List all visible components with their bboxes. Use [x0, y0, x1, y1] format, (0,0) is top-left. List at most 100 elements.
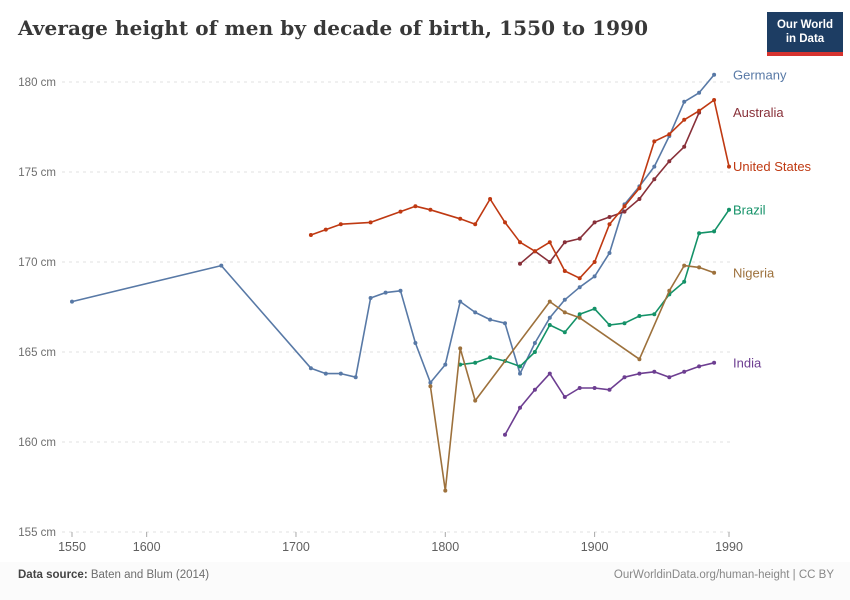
point-germany-1890[interactable]	[577, 285, 582, 290]
point-australia-1900[interactable]	[592, 220, 597, 225]
point-brazil-1830[interactable]	[488, 355, 493, 360]
point-brazil-1860[interactable]	[532, 350, 537, 354]
line-germany[interactable]	[71, 74, 715, 384]
series-label-brazil[interactable]: Brazil	[733, 202, 766, 217]
point-brazil-1990[interactable]	[727, 207, 731, 212]
point-india-1950[interactable]	[667, 375, 672, 380]
point-united-states-1730[interactable]	[338, 222, 343, 227]
point-germany-1910[interactable]	[607, 251, 612, 255]
point-germany-1860[interactable]	[532, 341, 537, 345]
point-brazil-1960[interactable]	[682, 279, 687, 284]
point-india-1960[interactable]	[682, 369, 687, 374]
point-united-states-1890[interactable]	[577, 276, 582, 281]
point-nigeria-1950[interactable]	[667, 288, 672, 293]
point-australia-1930[interactable]	[637, 197, 642, 201]
point-germany-1900[interactable]	[592, 274, 597, 279]
point-united-states-1860[interactable]	[532, 249, 537, 254]
point-germany-1820[interactable]	[473, 310, 478, 315]
point-brazil-1970[interactable]	[697, 231, 702, 236]
point-germany-1780[interactable]	[413, 341, 418, 345]
point-brazil-1880[interactable]	[562, 330, 567, 335]
point-brazil-1920[interactable]	[622, 321, 627, 326]
point-germany-1710[interactable]	[308, 366, 313, 371]
point-india-1850[interactable]	[518, 405, 522, 410]
point-india-1880[interactable]	[562, 395, 567, 399]
point-united-states-1950[interactable]	[667, 132, 672, 137]
point-india-1890[interactable]	[577, 386, 582, 390]
point-australia-1870[interactable]	[547, 260, 552, 264]
point-germany-1800[interactable]	[443, 362, 448, 367]
point-united-states-1870[interactable]	[547, 240, 552, 245]
point-brazil-1890[interactable]	[577, 312, 582, 317]
point-nigeria-1960[interactable]	[682, 263, 687, 268]
point-india-1870[interactable]	[547, 371, 552, 376]
point-india-1940[interactable]	[652, 369, 657, 374]
point-united-states-1780[interactable]	[413, 204, 418, 209]
point-brazil-1900[interactable]	[592, 306, 597, 311]
point-brazil-1870[interactable]	[547, 323, 552, 327]
line-india[interactable]	[504, 362, 715, 436]
point-brazil-1930[interactable]	[637, 314, 642, 318]
point-united-states-1820[interactable]	[473, 222, 478, 227]
point-germany-1870[interactable]	[547, 315, 552, 320]
line-australia[interactable]	[519, 112, 700, 265]
point-india-1980[interactable]	[712, 360, 717, 365]
point-united-states-1770[interactable]	[398, 209, 403, 214]
point-australia-1920[interactable]	[622, 209, 627, 214]
point-united-states-1930[interactable]	[637, 186, 642, 191]
point-nigeria-1870[interactable]	[547, 299, 552, 304]
point-nigeria-1820[interactable]	[473, 398, 478, 403]
point-germany-1720[interactable]	[323, 371, 328, 376]
point-united-states-1840[interactable]	[503, 220, 507, 225]
point-india-1970[interactable]	[697, 364, 702, 369]
point-germany-1730[interactable]	[338, 371, 343, 376]
point-united-states-1940[interactable]	[652, 139, 657, 144]
point-united-states-1750[interactable]	[368, 220, 373, 225]
point-germany-1550[interactable]	[70, 299, 74, 304]
point-germany-1830[interactable]	[488, 317, 493, 322]
point-australia-1850[interactable]	[518, 261, 522, 266]
point-india-1840[interactable]	[503, 432, 507, 437]
point-united-states-1990[interactable]	[727, 164, 731, 169]
point-nigeria-1970[interactable]	[697, 265, 702, 270]
point-germany-1850[interactable]	[518, 371, 522, 376]
point-nigeria-1880[interactable]	[562, 310, 567, 315]
point-united-states-1910[interactable]	[607, 222, 612, 227]
series-label-australia[interactable]: Australia	[733, 105, 784, 120]
point-india-1920[interactable]	[622, 375, 627, 380]
point-united-states-1720[interactable]	[323, 227, 328, 232]
point-nigeria-1980[interactable]	[712, 270, 717, 275]
point-germany-1740[interactable]	[353, 375, 358, 380]
point-germany-1750[interactable]	[368, 296, 373, 300]
point-india-1900[interactable]	[592, 386, 597, 390]
point-germany-1840[interactable]	[503, 321, 507, 326]
line-brazil[interactable]	[460, 209, 730, 368]
point-germany-1960[interactable]	[682, 99, 687, 104]
point-brazil-1850[interactable]	[518, 364, 522, 369]
point-germany-1880[interactable]	[562, 297, 567, 302]
point-united-states-1830[interactable]	[488, 197, 493, 201]
point-united-states-1850[interactable]	[518, 240, 522, 245]
point-brazil-1910[interactable]	[607, 323, 612, 327]
point-nigeria-1800[interactable]	[443, 488, 448, 493]
point-united-states-1810[interactable]	[458, 216, 463, 221]
point-brazil-1940[interactable]	[652, 312, 657, 317]
point-nigeria-1890[interactable]	[577, 315, 582, 320]
point-germany-1760[interactable]	[383, 290, 388, 295]
point-germany-1650[interactable]	[219, 263, 224, 268]
point-australia-1890[interactable]	[577, 236, 582, 241]
point-germany-1790[interactable]	[428, 380, 433, 385]
point-australia-1910[interactable]	[607, 215, 612, 219]
point-germany-1970[interactable]	[697, 90, 702, 95]
point-australia-1940[interactable]	[652, 177, 657, 182]
point-united-states-1880[interactable]	[562, 269, 567, 273]
point-united-states-1970[interactable]	[697, 108, 702, 113]
point-united-states-1980[interactable]	[712, 98, 717, 102]
point-india-1860[interactable]	[532, 387, 537, 392]
point-germany-1940[interactable]	[652, 164, 657, 169]
point-australia-1960[interactable]	[682, 144, 687, 149]
point-brazil-1820[interactable]	[473, 360, 478, 365]
license-link[interactable]: OurWorldinData.org/human-height | CC BY	[613, 569, 834, 581]
series-label-nigeria[interactable]: Nigeria	[733, 265, 775, 280]
point-germany-1770[interactable]	[398, 288, 403, 293]
